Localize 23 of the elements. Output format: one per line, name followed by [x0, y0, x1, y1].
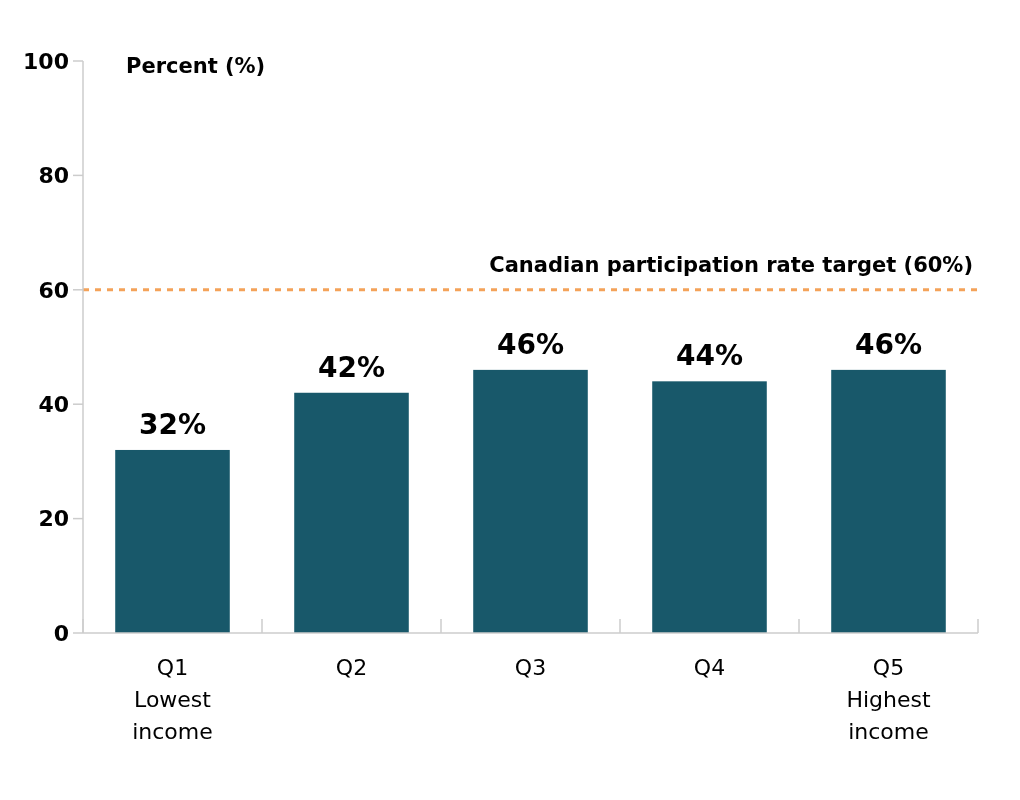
bar [652, 381, 767, 633]
y-tick-label: 60 [38, 277, 69, 303]
x-tick-label: Q2 [335, 655, 368, 680]
data-label: 46% [854, 327, 923, 361]
bar [473, 369, 588, 633]
y-tick-label: 40 [38, 391, 69, 417]
ref-line-label: Canadian participation rate target (60%) [489, 252, 973, 277]
x-tick-label: Q3 [514, 655, 547, 680]
bar [115, 449, 230, 633]
bar [831, 369, 946, 633]
bar [294, 392, 409, 633]
y-axis-title: Percent (%) [126, 54, 266, 78]
x-tick-label: Q5 Highest income [846, 655, 931, 744]
x-tick-label: Q4 [693, 655, 726, 680]
data-label: 42% [317, 350, 386, 384]
y-tick-label: 0 [53, 620, 69, 646]
y-tick-label: 100 [23, 48, 69, 74]
data-label: 44% [675, 339, 744, 373]
y-tick-label: 20 [38, 506, 69, 532]
x-tick-label: Q1 Lowest income [132, 655, 213, 744]
data-label: 32% [138, 407, 207, 441]
data-label: 46% [496, 327, 565, 361]
y-tick-label: 80 [38, 163, 69, 189]
